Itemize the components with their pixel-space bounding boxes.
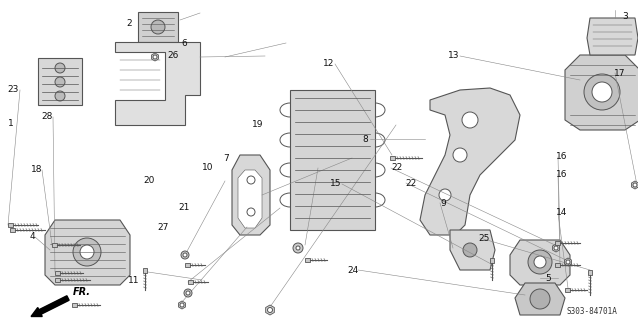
Text: 9: 9 (440, 199, 446, 208)
Text: 16: 16 (556, 152, 568, 161)
Circle shape (184, 289, 192, 297)
Bar (188, 280, 193, 284)
Text: 3: 3 (622, 12, 628, 21)
Polygon shape (38, 58, 82, 105)
Text: 19: 19 (252, 120, 263, 129)
Text: 25: 25 (478, 234, 490, 243)
Circle shape (55, 77, 65, 87)
Polygon shape (45, 220, 130, 285)
Circle shape (55, 63, 65, 73)
Circle shape (180, 303, 184, 307)
Circle shape (151, 20, 165, 34)
Circle shape (293, 243, 303, 253)
Circle shape (554, 246, 558, 250)
Text: 18: 18 (31, 165, 42, 174)
Polygon shape (565, 55, 638, 130)
Circle shape (247, 208, 255, 216)
Polygon shape (587, 18, 638, 55)
Circle shape (592, 82, 612, 102)
Circle shape (296, 246, 300, 250)
Circle shape (439, 189, 451, 201)
Circle shape (80, 245, 94, 259)
Polygon shape (565, 258, 572, 266)
Bar (143, 268, 147, 273)
Polygon shape (265, 305, 274, 315)
Text: 27: 27 (158, 223, 169, 232)
Text: 12: 12 (323, 60, 334, 68)
Circle shape (181, 251, 189, 259)
Text: 7: 7 (223, 154, 229, 163)
Text: 14: 14 (556, 208, 568, 217)
Circle shape (584, 74, 620, 110)
Bar (55, 271, 60, 275)
Polygon shape (450, 230, 495, 270)
Text: FR.: FR. (73, 287, 91, 297)
Bar (565, 288, 570, 292)
Bar (10, 228, 15, 232)
Circle shape (453, 148, 467, 162)
Polygon shape (138, 12, 178, 42)
Text: 23: 23 (8, 85, 19, 94)
Text: 17: 17 (614, 69, 626, 78)
Bar (390, 156, 395, 160)
Polygon shape (179, 301, 186, 309)
Text: 26: 26 (168, 52, 179, 60)
Text: 8: 8 (362, 135, 368, 144)
Bar (52, 243, 57, 247)
Text: 2: 2 (126, 19, 132, 28)
Circle shape (633, 183, 637, 187)
FancyArrow shape (31, 296, 69, 316)
Bar (555, 263, 560, 267)
Text: 21: 21 (179, 204, 190, 212)
Text: 13: 13 (448, 52, 459, 60)
Polygon shape (515, 283, 565, 315)
Text: 15: 15 (330, 180, 341, 188)
Text: 1: 1 (8, 119, 14, 128)
Polygon shape (420, 88, 520, 235)
Text: 28: 28 (41, 112, 53, 121)
Polygon shape (553, 244, 560, 252)
Circle shape (267, 308, 272, 313)
Text: 5: 5 (545, 274, 551, 283)
Polygon shape (115, 42, 200, 125)
Bar (490, 258, 494, 263)
Text: 22: 22 (406, 179, 417, 188)
Bar (185, 263, 190, 267)
Circle shape (73, 238, 101, 266)
Text: 10: 10 (202, 164, 213, 172)
Text: 11: 11 (128, 276, 139, 285)
Circle shape (183, 253, 187, 257)
Bar (72, 303, 77, 307)
Circle shape (530, 289, 550, 309)
Bar (588, 270, 592, 275)
Text: 4: 4 (29, 232, 35, 241)
Bar (305, 258, 310, 262)
Polygon shape (152, 53, 158, 61)
Bar (635, 183, 638, 187)
Text: 20: 20 (144, 176, 155, 185)
Circle shape (186, 291, 190, 295)
Circle shape (247, 176, 255, 184)
Text: 24: 24 (347, 266, 359, 275)
Circle shape (462, 112, 478, 128)
Polygon shape (232, 155, 270, 235)
Circle shape (534, 256, 546, 268)
Text: 22: 22 (391, 164, 403, 172)
Bar (55, 278, 60, 282)
Polygon shape (290, 90, 375, 230)
Polygon shape (238, 170, 262, 228)
Polygon shape (632, 181, 638, 189)
Circle shape (528, 250, 552, 274)
Circle shape (153, 55, 157, 59)
Circle shape (463, 243, 477, 257)
Bar (8, 223, 13, 227)
Text: S303-84701A: S303-84701A (566, 307, 617, 316)
Polygon shape (510, 240, 570, 285)
Circle shape (55, 91, 65, 101)
Text: 16: 16 (556, 170, 568, 179)
Bar (555, 241, 560, 245)
Circle shape (566, 260, 570, 264)
Text: 6: 6 (182, 39, 188, 48)
